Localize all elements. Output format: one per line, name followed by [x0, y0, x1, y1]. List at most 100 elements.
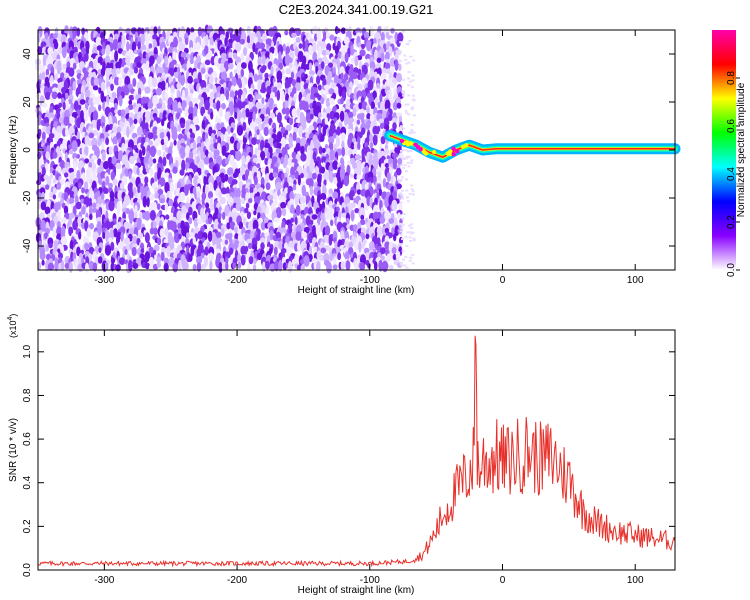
- noise-blob: [64, 262, 70, 270]
- noise-blob: [116, 126, 121, 135]
- noise-blob: [246, 238, 252, 244]
- track-blob: [404, 140, 410, 145]
- noise-blob: [129, 155, 135, 165]
- noise-blob: [56, 226, 62, 237]
- y-tick-label: -20: [22, 190, 33, 205]
- noise-blob: [360, 219, 366, 226]
- noise-blob: [162, 110, 168, 122]
- noise-blob: [197, 218, 203, 225]
- noise-blob: [262, 261, 266, 273]
- noise-blob: [204, 34, 209, 47]
- noise-blob: [128, 227, 135, 236]
- noise-fringe: [400, 227, 404, 230]
- noise-blob: [181, 89, 186, 101]
- noise-blob: [201, 196, 206, 207]
- noise-blob: [305, 112, 312, 124]
- noise-blob: [42, 46, 47, 58]
- noise-blob: [270, 91, 276, 99]
- noise-blob: [297, 174, 301, 186]
- noise-fringe: [407, 94, 411, 97]
- noise-fringe: [404, 109, 408, 112]
- noise-blob: [260, 237, 266, 244]
- noise-blob: [350, 57, 355, 65]
- noise-blob: [123, 86, 130, 96]
- noise-blob: [340, 261, 345, 270]
- noise-fringe: [410, 123, 414, 126]
- noise-fringe: [402, 94, 406, 97]
- noise-blob: [177, 124, 181, 132]
- noise-blob: [249, 87, 254, 97]
- noise-blob: [79, 99, 86, 105]
- noise-blob: [304, 73, 308, 79]
- noise-fringe: [401, 91, 405, 94]
- noise-fringe: [399, 164, 403, 167]
- snr-x-label: Height of straight line (km): [298, 585, 415, 596]
- noise-fringe: [409, 239, 413, 242]
- spectrogram-x-ticks: -300 -200 -100 0 100: [94, 30, 644, 286]
- noise-blob: [308, 38, 315, 44]
- noise-blob: [176, 82, 182, 90]
- noise-blob: [225, 89, 229, 101]
- x-tick-label: 100: [627, 575, 644, 586]
- noise-blob: [52, 151, 58, 159]
- noise-blob: [196, 256, 203, 265]
- noise-blob: [160, 80, 166, 92]
- noise-blob: [192, 71, 199, 79]
- track-blob: [460, 144, 466, 149]
- noise-blob: [144, 232, 150, 244]
- noise-blob: [252, 111, 256, 123]
- noise-blob: [356, 174, 361, 180]
- noise-blob: [181, 205, 187, 216]
- noise-blob: [278, 259, 283, 272]
- noise-blob: [228, 51, 233, 59]
- noise-blob: [194, 60, 198, 71]
- noise-blob: [269, 52, 273, 60]
- noise-blob: [171, 131, 178, 141]
- noise-blob: [267, 194, 274, 201]
- noise-blob: [154, 171, 159, 182]
- noise-blob: [91, 207, 98, 213]
- noise-blob: [359, 262, 366, 271]
- noise-blob: [47, 262, 55, 271]
- noise-blob: [71, 140, 78, 152]
- noise-blob: [72, 80, 77, 91]
- x-tick-label: -300: [94, 575, 114, 586]
- noise-fringe: [406, 196, 409, 199]
- noise-blob: [200, 150, 205, 161]
- noise-blob: [238, 221, 244, 230]
- noise-blob: [221, 71, 228, 81]
- noise-blob: [281, 172, 286, 180]
- noise-blob: [374, 97, 379, 106]
- noise-blob: [334, 86, 339, 96]
- noise-fringe: [410, 130, 414, 133]
- noise-blob: [295, 231, 302, 242]
- noise-blob: [110, 262, 115, 272]
- noise-blob: [52, 194, 57, 200]
- noise-blob: [184, 106, 189, 118]
- noise-blob: [213, 153, 217, 161]
- noise-blob: [357, 68, 362, 76]
- noise-blob: [196, 186, 201, 195]
- noise-fringe: [412, 237, 416, 240]
- noise-blob: [299, 196, 306, 205]
- noise-blob: [137, 41, 141, 51]
- noise-blob: [273, 217, 280, 223]
- noise-blob: [176, 210, 183, 221]
- noise-blob: [332, 132, 337, 139]
- noise-blob: [213, 102, 218, 110]
- noise-blob: [145, 60, 150, 72]
- noise-blob: [380, 162, 385, 172]
- noise-blob: [294, 46, 299, 57]
- noise-fringe: [410, 86, 414, 89]
- x-tick-label: -200: [227, 275, 247, 286]
- noise-blob: [220, 133, 225, 142]
- noise-blob: [204, 59, 211, 66]
- noise-blob: [152, 33, 158, 41]
- noise-blob: [281, 207, 287, 217]
- noise-fringe: [401, 224, 405, 227]
- noise-fringe: [400, 125, 404, 128]
- noise-blob: [247, 263, 251, 273]
- noise-fringe: [406, 200, 410, 203]
- noise-blob: [230, 127, 234, 133]
- noise-blob: [148, 168, 154, 177]
